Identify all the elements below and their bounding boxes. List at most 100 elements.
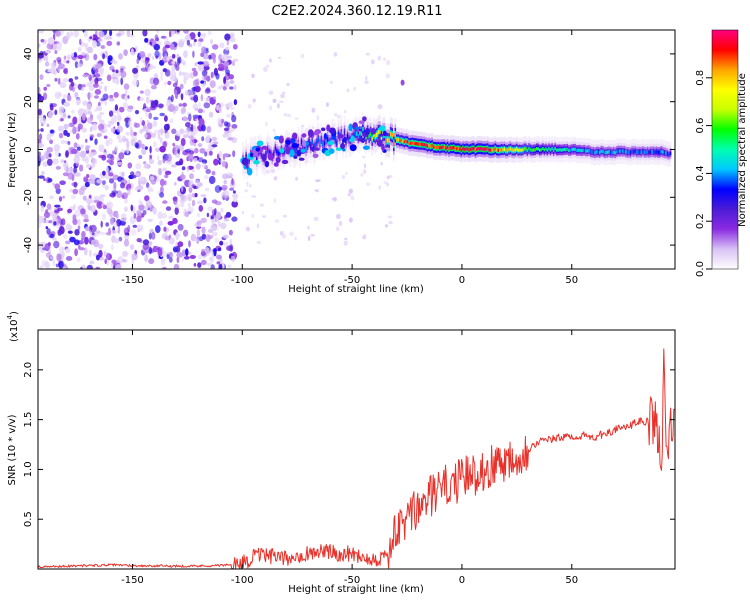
- noise-blob: [197, 254, 204, 260]
- ridge-band: [528, 147, 530, 151]
- noise-blob: [109, 159, 114, 166]
- snr-y-multiplier-close: ): [9, 311, 20, 315]
- y-tick-label: 0: [23, 146, 34, 152]
- ridge-band: [563, 147, 566, 151]
- noise-blob: [207, 30, 212, 36]
- ridge-band: [273, 152, 275, 157]
- noise-blob: [353, 86, 357, 91]
- noise-blob: [74, 91, 79, 98]
- ridge-band: [283, 149, 286, 154]
- noise-blob: [144, 56, 149, 65]
- noise-blob: [139, 90, 144, 94]
- noise-blob: [84, 236, 89, 245]
- noise-blob: [217, 117, 222, 125]
- ridge-band: [659, 150, 661, 154]
- noise-blob: [350, 195, 355, 201]
- noise-blob: [175, 161, 182, 166]
- noise-blob: [222, 234, 229, 239]
- ridge-band: [325, 138, 327, 143]
- noise-blob: [72, 188, 79, 195]
- ridge-band: [319, 141, 321, 146]
- noise-blob: [39, 265, 43, 269]
- ridge-band: [668, 153, 670, 157]
- ridge-blob: [365, 127, 370, 136]
- noise-blob: [140, 201, 143, 206]
- noise-blob: [206, 125, 212, 133]
- noise-blob: [118, 236, 123, 242]
- noise-blob: [58, 132, 64, 139]
- noise-blob: [189, 137, 195, 146]
- noise-blob: [76, 97, 82, 105]
- ridge-band: [660, 149, 663, 153]
- noise-blob: [201, 136, 205, 142]
- noise-blob: [118, 152, 125, 160]
- noise-blob: [151, 85, 157, 90]
- noise-blob: [164, 37, 169, 42]
- noise-blob: [73, 204, 76, 210]
- noise-blob: [49, 195, 54, 199]
- noise-blob: [144, 146, 148, 150]
- noise-blob: [54, 209, 60, 214]
- y-tick-label: 1.5: [23, 412, 34, 428]
- ridge-band: [460, 148, 463, 152]
- noise-blob: [132, 78, 139, 87]
- noise-blob: [227, 137, 234, 141]
- noise-blob: [45, 209, 49, 214]
- noise-blob: [228, 74, 234, 80]
- noise-blob: [165, 153, 172, 162]
- noise-blob: [95, 105, 103, 112]
- noise-blob: [138, 155, 143, 159]
- noise-blob: [39, 74, 44, 80]
- noise-blob: [99, 111, 105, 116]
- noise-blob: [225, 69, 230, 75]
- ridge-band: [506, 148, 509, 152]
- noise-blob: [107, 201, 113, 209]
- noise-blob: [142, 239, 150, 246]
- noise-blob: [361, 155, 366, 159]
- noise-blob: [63, 123, 69, 130]
- noise-blob: [101, 184, 106, 188]
- noise-blob: [58, 63, 65, 70]
- noise-blob: [135, 187, 139, 191]
- ridge-band: [615, 150, 618, 154]
- ridge-band: [356, 131, 358, 136]
- noise-blob: [123, 49, 128, 56]
- noise-blob: [45, 252, 52, 258]
- noise-blob: [307, 235, 311, 241]
- noise-blob: [80, 266, 83, 269]
- noise-blob: [229, 238, 233, 246]
- ridge-band: [617, 149, 620, 153]
- snr-y-ticks: 0.5 1.0 1.5 2.0: [23, 362, 675, 527]
- ridge-band: [663, 151, 666, 155]
- noise-blob: [91, 231, 95, 236]
- x-tick-label: 0: [459, 575, 465, 586]
- noise-blob: [256, 240, 261, 244]
- ridge-band: [639, 150, 641, 154]
- noise-blob: [135, 65, 140, 69]
- noise-blob: [98, 30, 105, 38]
- noise-blob: [225, 211, 232, 218]
- noise-blob: [171, 53, 176, 59]
- ridge-band: [575, 148, 578, 152]
- noise-blob: [62, 77, 69, 83]
- noise-blob: [147, 122, 153, 130]
- ridge-band: [373, 132, 375, 137]
- ridge-blob: [293, 155, 298, 159]
- noise-blob: [136, 215, 142, 223]
- noise-blob: [109, 210, 114, 218]
- noise-blob: [182, 102, 187, 108]
- noise-blob: [62, 172, 70, 177]
- noise-blob: [231, 216, 238, 222]
- noise-blob: [181, 184, 184, 192]
- noise-blob: [198, 224, 202, 228]
- noise-blob: [278, 100, 284, 103]
- noise-blob: [259, 203, 265, 207]
- noise-blob: [112, 79, 116, 83]
- ridge-band: [365, 134, 367, 140]
- noise-blob: [197, 157, 204, 163]
- noise-blob: [110, 155, 115, 161]
- noise-blob: [63, 167, 67, 171]
- ridge-band: [443, 145, 446, 149]
- noise-blob: [98, 144, 105, 153]
- noise-blob: [225, 46, 231, 50]
